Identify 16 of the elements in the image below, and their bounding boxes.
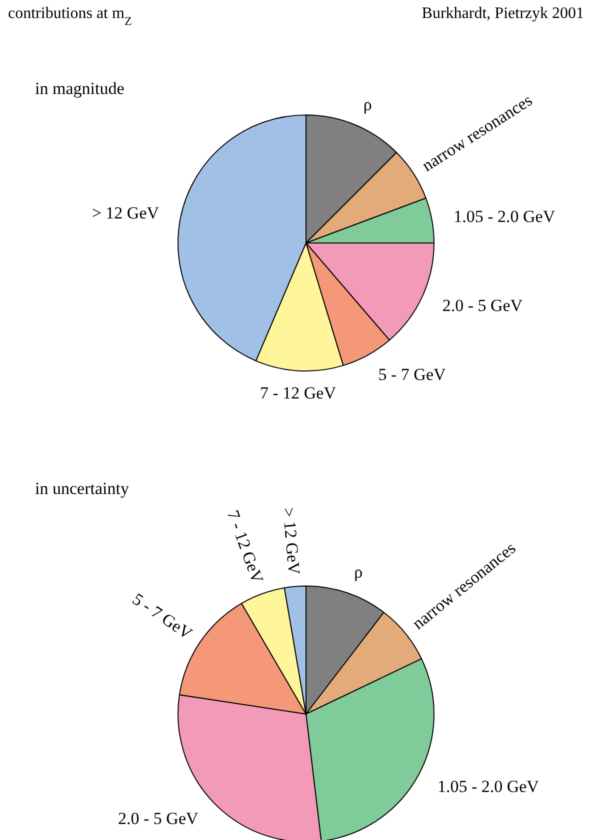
slice-label: ρ (363, 94, 372, 114)
chart-title: contributions at m$_{Z}$ (8, 5, 132, 28)
text: Burkhardt, Pietrzyk 2001 (422, 5, 584, 22)
chart-subtitle: in uncertainty (35, 479, 130, 498)
slice-label: 2.0 - 5 GeV (118, 808, 199, 828)
slice-label: > 12 GeV (278, 506, 304, 576)
slice-label: 7 - 12 GeV (260, 383, 337, 402)
chart-subtitle: in magnitude (35, 79, 124, 98)
slice-label: 5 - 7 GeV (378, 364, 446, 384)
slice-label: 5 - 7 GeV (129, 590, 196, 644)
slice-label: 2.0 - 5 GeV (442, 296, 524, 316)
slice-label: 1.05 - 2.0 GeV (454, 206, 556, 226)
slice-label: > 12 GeV (92, 204, 160, 223)
slice-label: ρ (354, 562, 363, 582)
slice-label: 1.05 - 2.0 GeV (437, 776, 540, 796)
slice-label: 7 - 12 GeV (223, 508, 268, 586)
